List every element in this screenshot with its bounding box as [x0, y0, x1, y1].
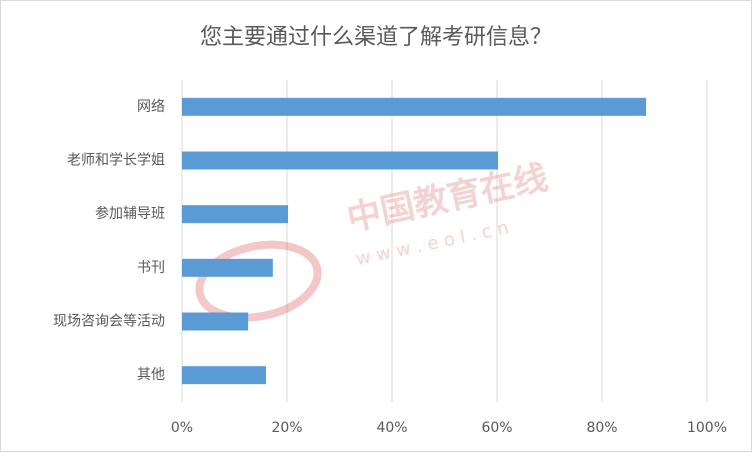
watermark-logo — [195, 240, 322, 322]
x-tick-label: 20% — [271, 420, 302, 436]
x-tick-label: 60% — [481, 420, 512, 436]
y-tick-label: 网络 — [137, 99, 165, 115]
x-tick-label: 0% — [171, 420, 193, 436]
y-tick-label: 老师和学长学姐 — [67, 153, 165, 169]
bar — [182, 312, 249, 331]
bar — [182, 151, 499, 170]
chart-title: 您主要通过什么渠道了解考研信息？ — [200, 25, 552, 50]
y-tick-label: 其他 — [137, 367, 165, 383]
bar — [182, 205, 289, 224]
y-tick-label: 书刊 — [137, 260, 165, 276]
x-tick-label: 80% — [586, 420, 617, 436]
bar — [182, 258, 273, 277]
x-tick-label: 40% — [376, 420, 407, 436]
bar — [182, 366, 266, 385]
x-tick-label: 100% — [687, 420, 727, 436]
y-tick-label: 参加辅导班 — [95, 205, 165, 222]
bar — [182, 97, 647, 116]
y-tick-label: 现场咨询会等活动 — [53, 313, 165, 330]
